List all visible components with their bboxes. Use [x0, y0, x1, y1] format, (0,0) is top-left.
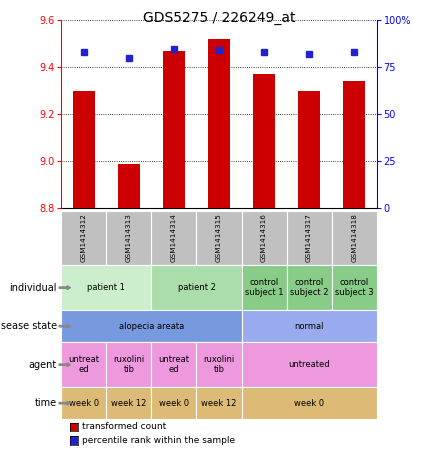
Text: untreat
ed: untreat ed [68, 355, 99, 374]
Text: ruxolini
tib: ruxolini tib [113, 355, 145, 374]
Text: GSM1414317: GSM1414317 [306, 213, 312, 262]
Text: alopecia areata: alopecia areata [119, 322, 184, 331]
Text: untreated: untreated [288, 360, 330, 369]
Bar [208, 39, 230, 208]
Text: time: time [35, 398, 57, 408]
Bar [343, 82, 365, 208]
Bar [118, 164, 140, 208]
Text: normal: normal [294, 322, 324, 331]
Text: week 12: week 12 [111, 399, 147, 408]
Text: GSM1414314: GSM1414314 [171, 213, 177, 262]
Text: patient 1: patient 1 [88, 283, 125, 292]
Text: GSM1414312: GSM1414312 [81, 213, 87, 262]
Text: untreat
ed: untreat ed [159, 355, 190, 374]
Text: disease state: disease state [0, 321, 57, 331]
Text: percentile rank within the sample: percentile rank within the sample [82, 436, 236, 445]
Text: ruxolini
tib: ruxolini tib [203, 355, 235, 374]
Bar [253, 74, 276, 208]
Text: transformed count: transformed count [82, 423, 166, 431]
Text: control
subject 1: control subject 1 [245, 278, 283, 297]
Text: GSM1414318: GSM1414318 [351, 213, 357, 262]
Text: week 0: week 0 [159, 399, 189, 408]
Text: individual: individual [10, 283, 57, 293]
Text: GSM1414315: GSM1414315 [216, 213, 222, 262]
Text: week 0: week 0 [294, 399, 324, 408]
Text: GSM1414313: GSM1414313 [126, 213, 132, 262]
Bar [162, 51, 185, 208]
Bar [298, 91, 320, 208]
Text: GSM1414316: GSM1414316 [261, 213, 267, 262]
Text: week 12: week 12 [201, 399, 237, 408]
Text: control
subject 2: control subject 2 [290, 278, 328, 297]
Text: week 0: week 0 [69, 399, 99, 408]
Text: control
subject 3: control subject 3 [335, 278, 374, 297]
Text: GDS5275 / 226249_at: GDS5275 / 226249_at [143, 11, 295, 25]
Text: patient 2: patient 2 [177, 283, 215, 292]
Bar [73, 91, 95, 208]
Text: agent: agent [29, 360, 57, 370]
